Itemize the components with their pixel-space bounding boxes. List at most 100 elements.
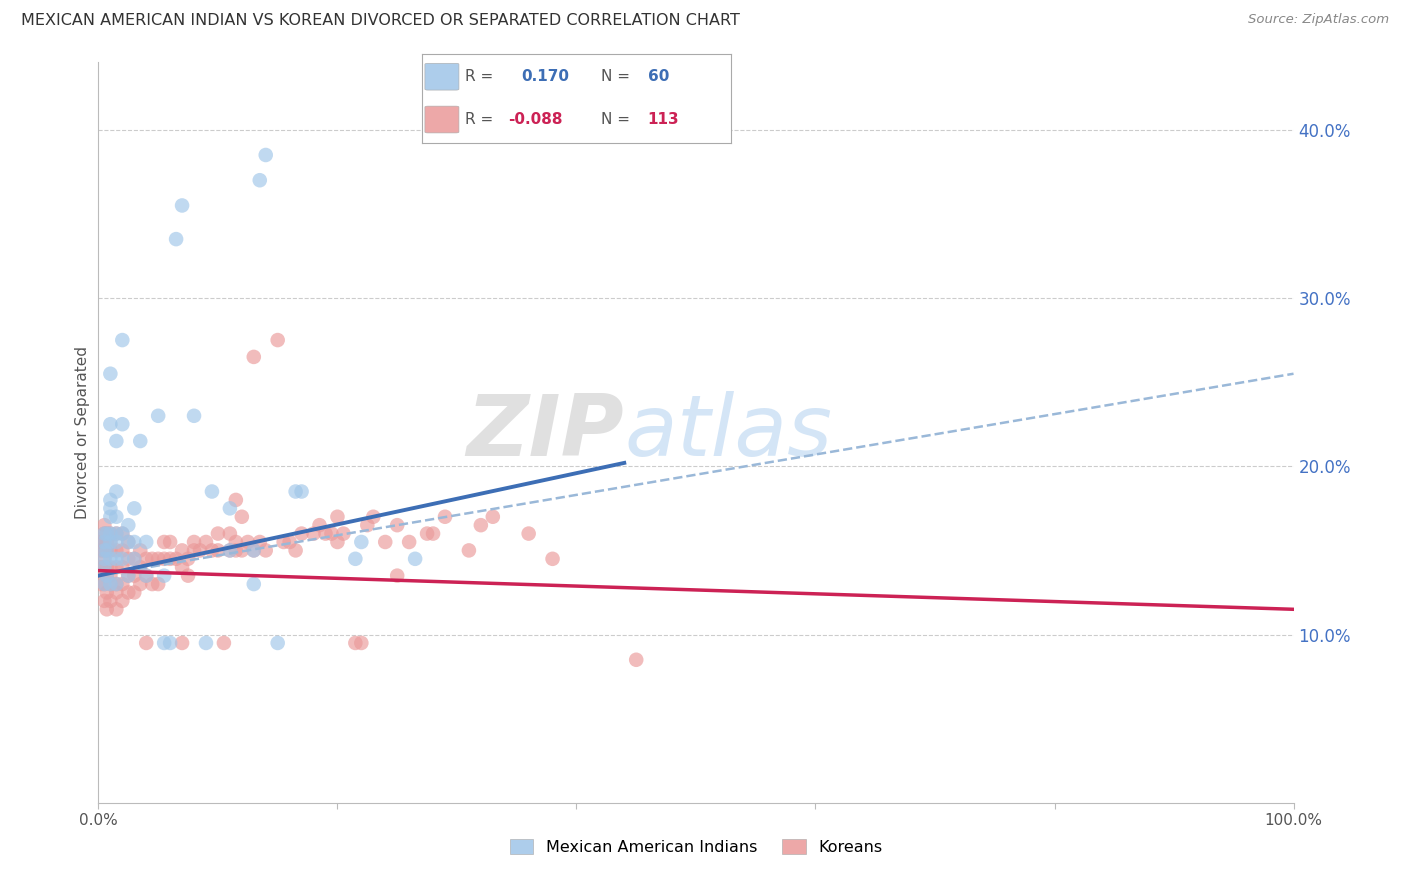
Point — [90, 543, 112, 558]
Point — [249, 535, 271, 549]
Point — [148, 551, 170, 566]
Point — [111, 417, 134, 432]
Point — [93, 518, 115, 533]
Point — [172, 560, 194, 574]
Point — [93, 551, 115, 566]
Point — [385, 568, 409, 582]
Point — [105, 535, 128, 549]
Point — [434, 509, 457, 524]
Point — [93, 543, 115, 558]
Point — [98, 577, 122, 591]
Point — [219, 543, 242, 558]
Point — [302, 526, 325, 541]
Point — [96, 535, 118, 549]
Point — [93, 577, 115, 591]
Point — [105, 526, 128, 541]
Point — [124, 568, 146, 582]
Point — [111, 526, 134, 541]
Point — [111, 543, 134, 558]
Point — [243, 350, 266, 364]
Point — [172, 198, 194, 212]
Point — [153, 636, 176, 650]
Point — [212, 636, 235, 650]
Point — [243, 543, 266, 558]
Point — [254, 543, 277, 558]
Point — [96, 602, 118, 616]
Point — [344, 551, 367, 566]
Point — [98, 568, 122, 582]
Point — [326, 509, 349, 524]
Point — [135, 568, 157, 582]
Point — [93, 560, 115, 574]
Point — [105, 484, 128, 499]
Point — [117, 568, 139, 582]
Point — [207, 526, 229, 541]
Text: ZIP: ZIP — [467, 391, 624, 475]
Point — [231, 509, 253, 524]
Point — [93, 577, 115, 591]
Point — [124, 551, 146, 566]
Point — [117, 535, 139, 549]
Point — [165, 551, 187, 566]
Point — [231, 543, 253, 558]
Point — [416, 526, 439, 541]
Point — [98, 560, 122, 574]
Point — [350, 535, 373, 549]
Point — [93, 560, 115, 574]
Point — [541, 551, 564, 566]
Point — [153, 551, 176, 566]
Point — [93, 535, 115, 549]
Point — [195, 535, 218, 549]
Y-axis label: Divorced or Separated: Divorced or Separated — [75, 346, 90, 519]
Point — [105, 602, 128, 616]
FancyBboxPatch shape — [425, 106, 458, 133]
Point — [129, 434, 152, 448]
Point — [117, 585, 139, 599]
Point — [517, 526, 540, 541]
Point — [267, 333, 290, 347]
Point — [93, 526, 115, 541]
Point — [105, 526, 128, 541]
Point — [291, 484, 314, 499]
Point — [278, 535, 301, 549]
Point — [219, 526, 242, 541]
Point — [183, 535, 205, 549]
Point — [481, 509, 505, 524]
Point — [153, 535, 176, 549]
Point — [308, 518, 330, 533]
Text: MEXICAN AMERICAN INDIAN VS KOREAN DIVORCED OR SEPARATED CORRELATION CHART: MEXICAN AMERICAN INDIAN VS KOREAN DIVORC… — [21, 13, 740, 29]
Point — [254, 148, 277, 162]
Point — [117, 535, 139, 549]
Point — [249, 173, 271, 187]
Point — [98, 577, 122, 591]
Point — [470, 518, 492, 533]
Text: 60: 60 — [648, 69, 669, 84]
Point — [141, 577, 163, 591]
Point — [98, 594, 122, 608]
Point — [159, 636, 181, 650]
Point — [111, 560, 134, 574]
Point — [135, 636, 157, 650]
Point — [93, 551, 115, 566]
Point — [201, 543, 224, 558]
Point — [236, 535, 259, 549]
Point — [98, 535, 122, 549]
Point — [219, 501, 242, 516]
FancyBboxPatch shape — [425, 63, 458, 90]
Point — [105, 577, 128, 591]
Point — [148, 577, 170, 591]
Point — [96, 526, 118, 541]
Point — [404, 551, 426, 566]
Point — [201, 484, 224, 499]
Point — [172, 543, 194, 558]
Point — [117, 518, 139, 533]
Point — [398, 535, 420, 549]
Point — [105, 585, 128, 599]
Point — [321, 526, 343, 541]
Point — [422, 526, 444, 541]
Point — [135, 551, 157, 566]
Text: N =: N = — [602, 112, 630, 127]
Point — [326, 535, 349, 549]
Point — [98, 492, 122, 507]
Point — [111, 333, 134, 347]
